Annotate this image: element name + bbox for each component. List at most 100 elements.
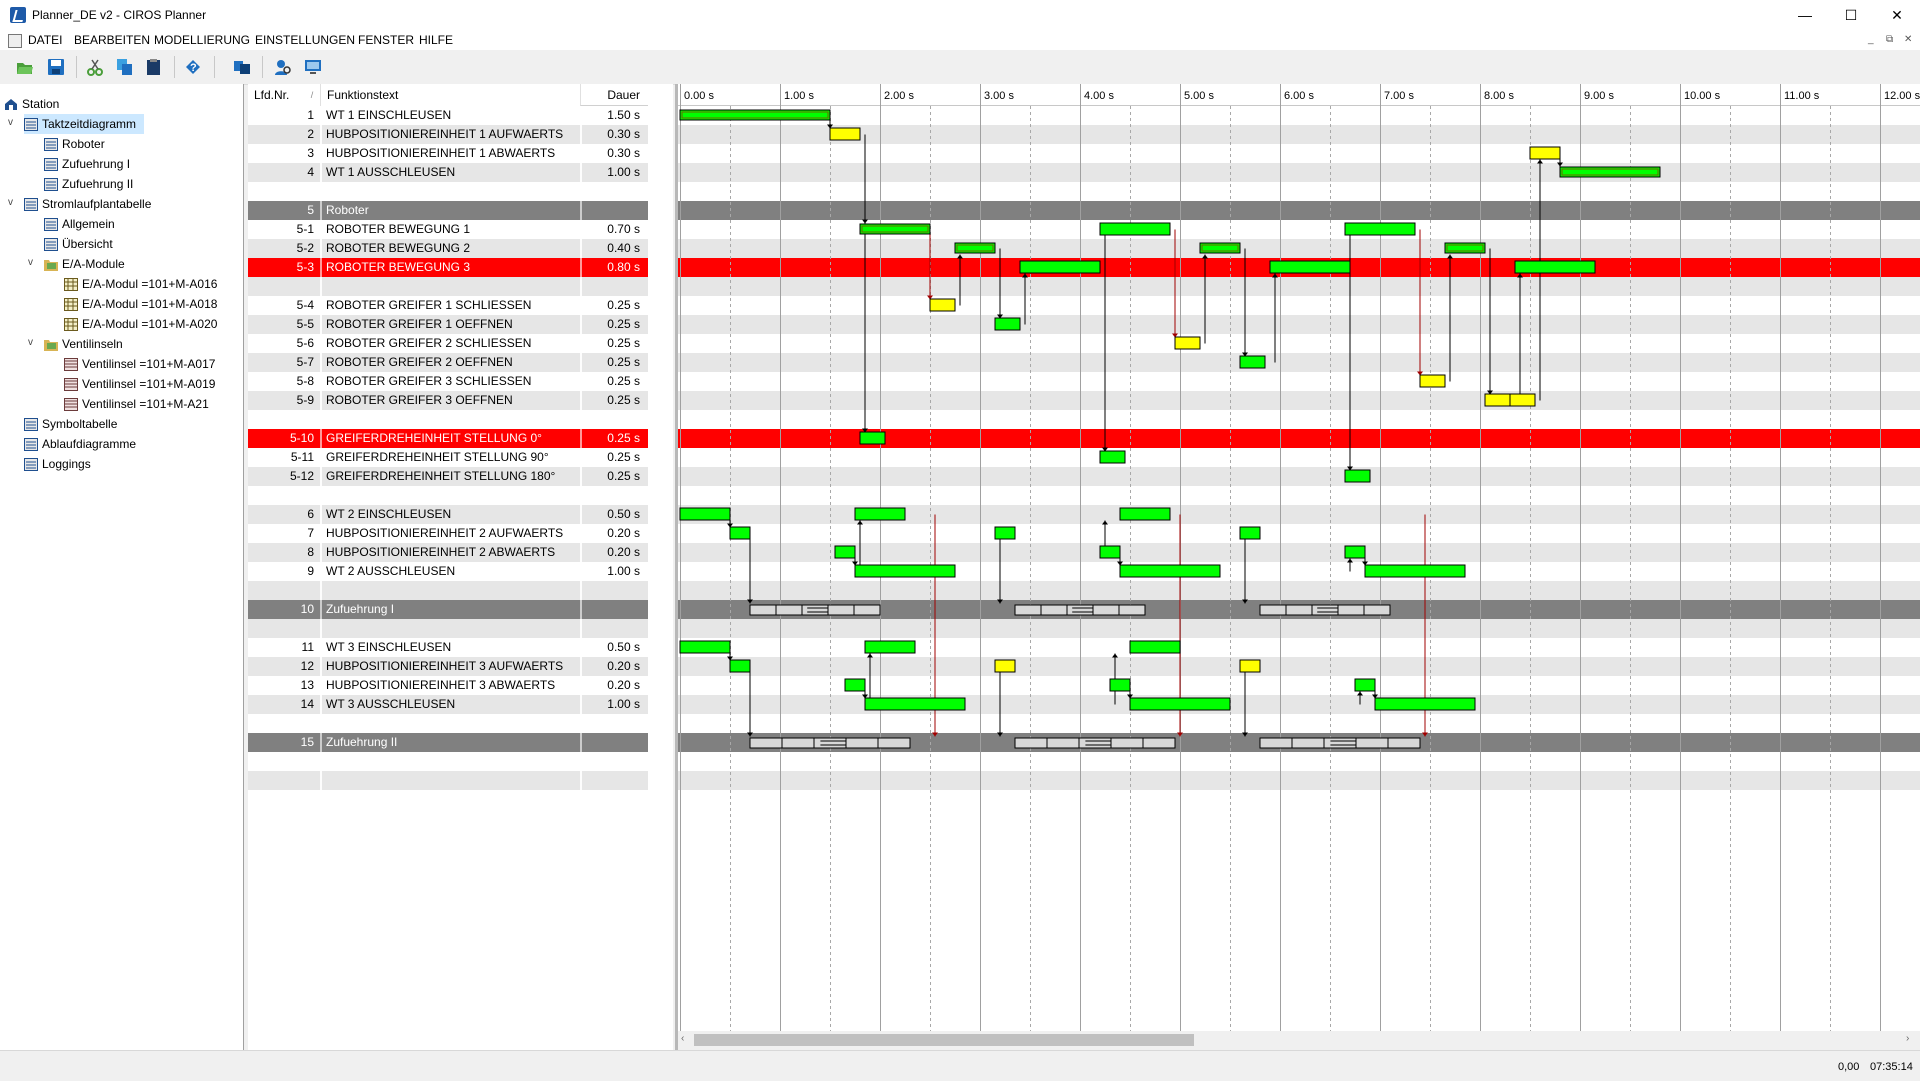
mdi-restore-button[interactable]: ⧉ xyxy=(1886,34,1894,45)
user-search-icon[interactable] xyxy=(274,58,292,76)
gantt-canvas[interactable]: 0.00 s 1.00 s 2.00 s 3.00 s 4.00 s 5.00 s 6.00… xyxy=(678,84,1920,1031)
tree-item[interactable]: E/A-Module xyxy=(44,254,125,274)
table-row[interactable]: 8 HUBPOSITIONIEREINHEIT 2 ABWAERTS 0.20 s xyxy=(248,543,648,562)
table-row[interactable] xyxy=(248,714,648,733)
project-tree[interactable]: Station Taktzeitdiagramm v Roboter Zufuehrun… xyxy=(0,84,244,1050)
tree-item[interactable]: E/A-Modul =101+M-A016 xyxy=(64,274,217,294)
table-row[interactable]: 5-4 ROBOTER GREIFER 1 SCHLIESSEN 0.25 s xyxy=(248,296,648,315)
expand-toggle-icon[interactable]: v xyxy=(8,197,13,208)
dependency-arrow xyxy=(957,254,963,259)
table-row[interactable] xyxy=(248,581,648,600)
table-row[interactable]: 12 HUBPOSITIONIEREINHEIT 3 AUFWAERTS 0.20 … xyxy=(248,657,648,676)
table-row[interactable]: 13 HUBPOSITIONIEREINHEIT 3 ABWAERTS 0.20 s xyxy=(248,676,648,695)
horizontal-scrollbar[interactable]: ‹ › xyxy=(678,1031,1920,1050)
tree-item[interactable]: Übersicht xyxy=(44,234,113,254)
tree-item[interactable]: Ablaufdiagramme xyxy=(24,434,136,454)
table-row[interactable]: 1 WT 1 EINSCHLEUSEN 1.50 s xyxy=(248,106,648,125)
table-row[interactable]: 6 WT 2 EINSCHLEUSEN 0.50 s xyxy=(248,505,648,524)
table-row[interactable]: 5-2 ROBOTER BEWEGUNG 2 0.40 s xyxy=(248,239,648,258)
table-row[interactable]: 5-12 GREIFERDREHEINHEIT STELLUNG 180° 0.25… xyxy=(248,467,648,486)
table-row[interactable]: 5-7 ROBOTER GREIFER 2 OEFFNEN 0.25 s xyxy=(248,353,648,372)
table-row[interactable]: 5-3 ROBOTER BEWEGUNG 3 0.80 s xyxy=(248,258,648,277)
table-row[interactable] xyxy=(248,277,648,296)
tree-item[interactable]: Stromlaufplantabelle xyxy=(24,194,151,214)
table-row[interactable] xyxy=(248,771,648,790)
table-row[interactable]: 5-10 GREIFERDREHEINHEIT STELLUNG 0° 0.25 s xyxy=(248,429,648,448)
help-icon[interactable]: ? xyxy=(184,58,202,76)
table-row[interactable]: 14 WT 3 AUSSCHLEUSEN 1.00 s xyxy=(248,695,648,714)
mdi-minimize-button[interactable]: _ xyxy=(1868,34,1874,45)
header-funktionstext[interactable]: Funktionstext xyxy=(320,84,581,107)
tree-item[interactable]: Allgemein xyxy=(44,214,115,234)
tick-label: 8.00 s xyxy=(1484,90,1514,102)
sort-icon[interactable]: / xyxy=(304,84,320,107)
function-table: Lfd.Nr. / Funktionstext Dauer 1 WT 1 EINS… xyxy=(248,84,673,1050)
table-row[interactable]: 4 WT 1 AUSSCHLEUSEN 1.00 s xyxy=(248,163,648,182)
table-row[interactable]: 3 HUBPOSITIONIEREINHEIT 1 ABWAERTS 0.30 s xyxy=(248,144,648,163)
menu-einstellungen[interactable]: EINSTELLUNGEN xyxy=(255,33,356,47)
table-row[interactable]: 7 HUBPOSITIONIEREINHEIT 2 AUFWAERTS 0.20 s xyxy=(248,524,648,543)
module-icon[interactable] xyxy=(233,58,251,76)
table-row[interactable] xyxy=(248,619,648,638)
table-row[interactable]: 5-5 ROBOTER GREIFER 1 OEFFNEN 0.25 s xyxy=(248,315,648,334)
table-row[interactable]: 11 WT 3 EINSCHLEUSEN 0.50 s xyxy=(248,638,648,657)
scroll-left-icon[interactable]: ‹ xyxy=(681,1033,685,1044)
table-row[interactable] xyxy=(248,410,648,429)
mdi-close-button[interactable]: ✕ xyxy=(1904,34,1913,45)
cell-lfdnr: 5-2 xyxy=(296,241,314,255)
save-icon[interactable] xyxy=(47,58,65,76)
copy-icon[interactable] xyxy=(116,58,134,76)
cell-dauer: 0.25 s xyxy=(607,450,640,464)
maximize-button[interactable]: ☐ xyxy=(1844,7,1858,23)
screen-icon[interactable] xyxy=(304,58,322,76)
menu-modellierung[interactable]: MODELLIERUNG xyxy=(154,33,251,47)
tree-item[interactable]: Ventilinsel =101+M-A017 xyxy=(64,354,215,374)
cell-funktionstext: HUBPOSITIONIEREINHEIT 1 ABWAERTS xyxy=(326,146,556,160)
table-row[interactable]: 5-1 ROBOTER BEWEGUNG 1 0.70 s xyxy=(248,220,648,239)
tree-item[interactable]: Taktzeitdiagramm xyxy=(24,114,145,134)
tree-item[interactable]: Loggings xyxy=(24,454,91,474)
menu-datei[interactable]: DATEI xyxy=(28,33,63,47)
menu-bearbeiten[interactable]: BEARBEITEN xyxy=(74,33,151,47)
table-row[interactable]: 10 Zufuehrung I xyxy=(248,600,648,619)
paste-icon[interactable] xyxy=(145,58,163,76)
table-row[interactable]: 9 WT 2 AUSSCHLEUSEN 1.00 s xyxy=(248,562,648,581)
tree-item[interactable]: Symboltabelle xyxy=(24,414,117,434)
tree-item[interactable]: Ventilinsel =101+M-A21 xyxy=(64,394,209,414)
table-row[interactable]: 5 Roboter xyxy=(248,201,648,220)
scroll-thumb[interactable] xyxy=(694,1034,1194,1046)
tree-item[interactable]: Station xyxy=(4,94,59,114)
header-dauer[interactable]: Dauer xyxy=(580,84,648,106)
table-row[interactable]: 5-8 ROBOTER GREIFER 3 SCHLIESSEN 0.25 s xyxy=(248,372,648,391)
tree-item[interactable]: E/A-Modul =101+M-A018 xyxy=(64,294,217,314)
table-row[interactable]: 15 Zufuehrung II xyxy=(248,733,648,752)
tree-item[interactable]: Ventilinsel =101+M-A019 xyxy=(64,374,215,394)
cut-icon[interactable] xyxy=(86,58,104,76)
expand-toggle-icon[interactable]: v xyxy=(28,257,33,268)
open-icon[interactable] xyxy=(16,58,34,76)
menu-hilfe[interactable]: HILFE xyxy=(419,33,454,47)
table-row[interactable] xyxy=(248,752,648,771)
tree-item[interactable]: Ventilinseln xyxy=(44,334,123,354)
tree-item[interactable]: Zufuehrung I xyxy=(44,154,130,174)
table-row[interactable] xyxy=(248,182,648,201)
tree-item[interactable]: Zufuehrung II xyxy=(44,174,133,194)
splitter[interactable] xyxy=(675,84,678,1050)
tree-item[interactable]: Roboter xyxy=(44,134,105,154)
dependency-arrow xyxy=(1347,466,1353,471)
dependency-arrow xyxy=(1487,390,1493,395)
menu-fenster[interactable]: FENSTER xyxy=(358,33,415,47)
minimize-button[interactable]: — xyxy=(1798,7,1812,23)
expand-toggle-icon[interactable]: v xyxy=(28,337,33,348)
expand-toggle-icon[interactable]: v xyxy=(8,117,13,128)
scroll-right-icon[interactable]: › xyxy=(1906,1033,1910,1044)
tree-item[interactable]: E/A-Modul =101+M-A020 xyxy=(64,314,217,334)
table-row[interactable]: 5-6 ROBOTER GREIFER 2 SCHLIESSEN 0.25 s xyxy=(248,334,648,353)
close-button[interactable]: ✕ xyxy=(1891,7,1903,23)
table-row[interactable]: 5-9 ROBOTER GREIFER 3 OEFFNEN 0.25 s xyxy=(248,391,648,410)
table-row[interactable] xyxy=(248,486,648,505)
document-menu-icon[interactable] xyxy=(8,34,22,48)
dependency-arrow xyxy=(862,219,868,224)
table-row[interactable]: 5-11 GREIFERDREHEINHEIT STELLUNG 90° 0.25 … xyxy=(248,448,648,467)
table-row[interactable]: 2 HUBPOSITIONIEREINHEIT 1 AUFWAERTS 0.30 s xyxy=(248,125,648,144)
